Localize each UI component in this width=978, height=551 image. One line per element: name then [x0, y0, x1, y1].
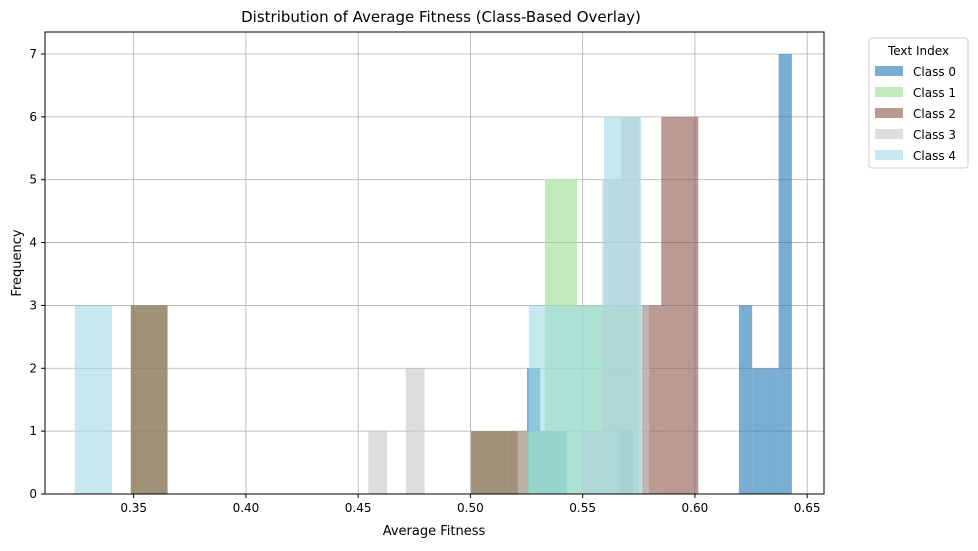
legend-swatch — [875, 87, 903, 97]
legend: Text Index Class 0 Class 1 Class 2 Class 3 Cl… — [868, 37, 969, 169]
x-axis-label: Average Fitness — [383, 524, 486, 539]
y-tick-label: 3 — [29, 298, 37, 312]
histogram-bar — [738, 305, 753, 494]
bars-layer — [74, 54, 792, 494]
legend-label: Class 2 — [913, 107, 956, 121]
y-tick-label: 5 — [29, 173, 37, 187]
series-class-2 — [130, 116, 699, 494]
series-class-4 — [74, 116, 642, 494]
histogram-bar — [405, 368, 416, 494]
y-tick-label: 0 — [29, 487, 37, 501]
x-tick-label: 0.35 — [120, 501, 147, 515]
histogram-bar — [603, 116, 626, 494]
histogram-bar — [625, 116, 642, 494]
histogram-bar — [661, 116, 699, 494]
y-tick-label: 1 — [29, 424, 37, 438]
histogram-bar — [415, 368, 425, 494]
y-tick-label: 4 — [29, 236, 37, 250]
x-tick-label: 0.65 — [794, 501, 821, 515]
histogram-bar — [471, 431, 509, 494]
y-axis-label: Frequency — [10, 229, 25, 296]
histogram-bar — [368, 431, 378, 494]
y-tick-label: 6 — [29, 110, 37, 124]
legend-label: Class 1 — [913, 86, 956, 100]
histogram-bar — [639, 305, 650, 494]
x-tick-label: 0.50 — [457, 501, 484, 515]
histogram-bar — [578, 305, 604, 494]
legend-swatch — [875, 108, 903, 118]
y-tick-label: 2 — [29, 361, 37, 375]
histogram-bar — [74, 305, 112, 494]
histogram-bar — [377, 431, 388, 494]
legend-label: Class 4 — [913, 149, 956, 163]
legend-swatch — [875, 129, 903, 139]
histogram-bar — [517, 431, 527, 494]
plot-frame — [44, 31, 825, 495]
histogram-bar — [546, 305, 579, 494]
x-tick-label: 0.40 — [233, 501, 260, 515]
legend-label: Class 3 — [913, 128, 956, 142]
legend-swatch — [875, 66, 903, 76]
histogram-bar — [765, 368, 779, 494]
histogram-bar — [528, 305, 547, 494]
x-tick-label: 0.45 — [345, 501, 372, 515]
legend-title: Text Index — [887, 44, 949, 58]
legend-label: Class 0 — [913, 65, 956, 79]
histogram-bar — [130, 305, 168, 494]
histogram-bar — [778, 54, 792, 494]
x-tick-label: 0.60 — [682, 501, 709, 515]
x-tick-label: 0.55 — [569, 501, 596, 515]
axes-layer: 0.35 0.40 0.45 0.50 0.55 0.60 0.65 0 1 2 3 4 5 6 7 — [29, 47, 820, 515]
chart-title: Distribution of Average Fitness (Class-B… — [241, 8, 641, 26]
y-tick-label: 7 — [29, 47, 37, 61]
legend-swatch — [875, 150, 903, 160]
histogram-bar — [752, 368, 766, 494]
